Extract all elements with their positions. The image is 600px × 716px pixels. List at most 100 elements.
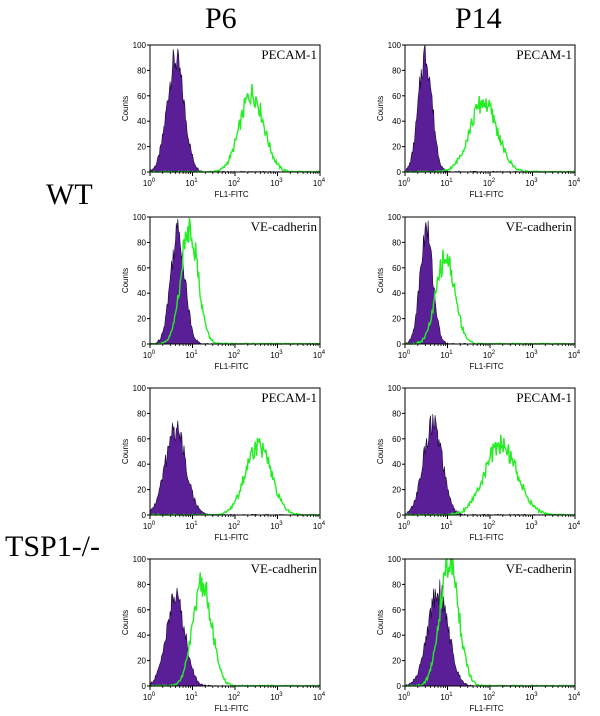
x-tick-label: 100 — [143, 692, 156, 702]
marker-label: VE-cadherin — [506, 561, 573, 576]
x-tick-label: 103 — [525, 350, 538, 360]
marker-label: PECAM-1 — [261, 47, 317, 62]
y-tick-label: 100 — [388, 384, 402, 393]
y-tick-label: 60 — [392, 92, 401, 101]
y-tick-label: 100 — [133, 213, 147, 222]
histogram-panel: 0 20 40 60 80 100 100 101 102 103 104 FL1-FITC Count… — [376, 384, 581, 542]
y-tick-label: 80 — [137, 238, 146, 247]
plot-area: 0 20 40 60 80 100 100 101 102 103 104 FL1-FITC Count… — [376, 384, 581, 542]
y-axis-label: Counts — [376, 268, 385, 293]
histogram-panel: 0 20 40 60 80 100 100 101 102 103 104 FL1-FITC Count… — [121, 555, 326, 713]
x-tick-label: 101 — [185, 350, 198, 360]
y-tick-label: 60 — [137, 435, 146, 444]
x-axis-label: FL1-FITC — [469, 190, 503, 199]
y-tick-label: 40 — [137, 460, 146, 469]
y-tick-label: 80 — [137, 409, 146, 418]
y-tick-label: 0 — [397, 511, 402, 520]
x-tick-label: 104 — [568, 178, 581, 188]
x-tick-label: 102 — [483, 692, 496, 702]
x-tick-label: 103 — [270, 350, 283, 360]
row-header-tsp1-ko: TSP1-/- — [5, 530, 101, 563]
y-tick-label: 60 — [137, 606, 146, 615]
isotype-control-histogram — [404, 413, 576, 516]
isotype-control-histogram — [149, 218, 320, 345]
x-tick-label: 102 — [228, 350, 241, 360]
x-tick-label: 101 — [440, 521, 453, 531]
y-axis-label: Counts — [121, 610, 130, 635]
x-tick-label: 102 — [483, 350, 496, 360]
isotype-control-histogram — [149, 587, 321, 687]
x-tick-label: 103 — [270, 178, 283, 188]
x-tick-label: 102 — [228, 521, 241, 531]
y-tick-label: 40 — [392, 117, 401, 126]
marker-label: VE-cadherin — [251, 219, 318, 234]
x-tick-label: 104 — [313, 350, 326, 360]
y-tick-label: 0 — [142, 511, 147, 520]
x-tick-label: 100 — [143, 178, 156, 188]
x-tick-label: 100 — [398, 692, 411, 702]
y-tick-label: 60 — [392, 435, 401, 444]
x-tick-label: 103 — [270, 521, 283, 531]
y-tick-label: 80 — [392, 409, 401, 418]
y-tick-label: 0 — [397, 682, 402, 691]
y-tick-label: 80 — [392, 580, 401, 589]
y-tick-label: 80 — [392, 238, 401, 247]
x-tick-label: 104 — [313, 521, 326, 531]
marker-label: VE-cadherin — [251, 561, 318, 576]
y-tick-label: 20 — [392, 657, 401, 666]
x-tick-label: 102 — [483, 521, 496, 531]
column-header-p6: P6 — [205, 2, 237, 35]
y-tick-label: 80 — [137, 66, 146, 75]
x-tick-label: 103 — [525, 692, 538, 702]
y-tick-label: 0 — [397, 340, 402, 349]
plot-area: 0 20 40 60 80 100 100 101 102 103 104 FL1-FITC Count… — [121, 41, 326, 199]
x-tick-label: 102 — [228, 692, 241, 702]
y-tick-label: 100 — [133, 384, 147, 393]
x-axis-label: FL1-FITC — [214, 190, 248, 199]
x-tick-label: 101 — [185, 178, 198, 188]
column-header-p14: P14 — [455, 2, 502, 35]
y-tick-label: 40 — [137, 631, 146, 640]
marker-label: VE-cadherin — [506, 219, 573, 234]
x-tick-label: 104 — [313, 692, 326, 702]
isotype-control-histogram — [149, 48, 321, 173]
x-axis-label: FL1-FITC — [214, 704, 248, 713]
y-tick-label: 20 — [392, 486, 401, 495]
x-tick-label: 104 — [313, 178, 326, 188]
plot-area: 0 20 40 60 80 100 100 101 102 103 104 FL1-FITC Count… — [121, 555, 326, 713]
x-tick-label: 102 — [228, 178, 241, 188]
y-tick-label: 20 — [392, 143, 401, 152]
y-tick-label: 100 — [388, 555, 402, 564]
y-tick-label: 40 — [137, 289, 146, 298]
y-tick-label: 40 — [137, 117, 146, 126]
y-tick-label: 20 — [392, 315, 401, 324]
x-tick-label: 101 — [440, 692, 453, 702]
marker-label: PECAM-1 — [516, 390, 572, 405]
x-tick-label: 101 — [185, 692, 198, 702]
x-tick-label: 102 — [483, 178, 496, 188]
y-tick-label: 60 — [137, 92, 146, 101]
x-tick-label: 101 — [440, 178, 453, 188]
marker-label: PECAM-1 — [516, 47, 572, 62]
y-tick-label: 100 — [388, 41, 402, 50]
y-tick-label: 40 — [392, 289, 401, 298]
x-axis-label: FL1-FITC — [469, 533, 503, 542]
y-axis-label: Counts — [376, 96, 385, 121]
x-tick-label: 103 — [525, 521, 538, 531]
x-tick-label: 100 — [143, 350, 156, 360]
x-tick-label: 100 — [143, 521, 156, 531]
y-tick-label: 20 — [137, 486, 146, 495]
row-header-wt: WT — [46, 178, 93, 211]
y-tick-label: 0 — [142, 340, 147, 349]
y-tick-label: 0 — [397, 168, 402, 177]
y-tick-label: 20 — [137, 143, 146, 152]
x-tick-label: 104 — [568, 350, 581, 360]
y-tick-label: 60 — [392, 606, 401, 615]
y-tick-label: 100 — [133, 555, 147, 564]
y-tick-label: 80 — [137, 580, 146, 589]
x-axis-label: FL1-FITC — [469, 704, 503, 713]
x-axis-label: FL1-FITC — [214, 533, 248, 542]
y-axis-label: Counts — [121, 268, 130, 293]
histogram-panel: 0 20 40 60 80 100 100 101 102 103 104 FL1-FITC Count… — [376, 41, 581, 199]
y-tick-label: 0 — [142, 168, 147, 177]
